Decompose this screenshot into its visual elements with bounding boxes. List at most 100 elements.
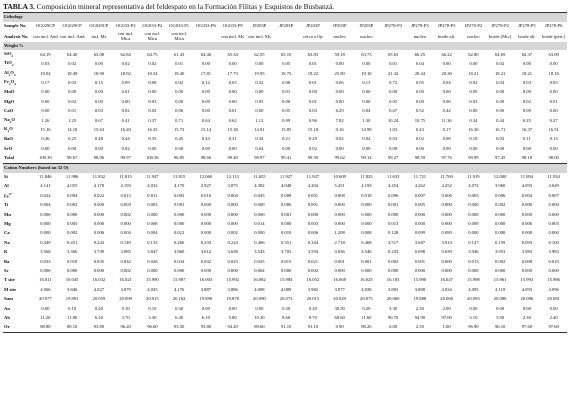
cation-value: 0.10 [148, 305, 157, 311]
oxide-value: 0.01 [68, 108, 77, 114]
cation-value: 3.898 [414, 286, 426, 292]
oxide-value: 0.48 [94, 136, 103, 142]
cation-value: 0.000 [494, 221, 506, 226]
analysis-id: nucleo [360, 33, 373, 39]
cation-value: 89.60 [246, 322, 273, 334]
oxide-value: 0.00 [522, 108, 531, 114]
oxide-value: 0.04 [415, 61, 424, 67]
cation-value: 16.021 [119, 277, 132, 283]
sample-id: JP278-P2 [464, 22, 483, 28]
cation-value: 94.90 [414, 314, 426, 320]
cation-value: 90.70 [387, 314, 399, 320]
oxide-value: 99.14 [353, 153, 380, 165]
cation-value: 0.006 [521, 221, 533, 226]
oxide-value: 15.14 [200, 126, 212, 132]
cation-label: Na [4, 239, 10, 245]
cation-value: 20.060 [386, 296, 400, 302]
analysis-id: nucleo [467, 33, 480, 39]
oxide-value: 0.08 [148, 79, 157, 85]
oxide-value: 0.34 [255, 136, 264, 142]
oxide-label: K2OK2O [4, 126, 13, 133]
oxide-value: 62.55 [254, 51, 265, 57]
oxide-value: 0.03 [308, 108, 317, 114]
cation-value: 97.00 [441, 314, 452, 320]
cation-value: 15.987 [172, 277, 186, 283]
cation-value: 0.099 [414, 230, 426, 236]
cation-value: 0.000 [548, 230, 559, 236]
analysis-id: con incl. And [33, 33, 58, 39]
cation-label: Sum [4, 296, 13, 302]
oxide-value: 59.18 [334, 51, 345, 57]
oxide-value: 16.30 [468, 126, 479, 132]
cation-value: 96.10 [486, 322, 514, 334]
cation-label: Si [4, 174, 8, 180]
oxide-value: 0.00 [41, 145, 50, 151]
cation-value: 11.655 [253, 174, 266, 180]
cation-value: 2.30 [522, 314, 531, 320]
oxide-value: 1.12 [255, 117, 264, 123]
analysis-id: nucleo [333, 33, 346, 39]
cation-value: 6.10 [94, 314, 103, 320]
cation-value: 0.000 [307, 211, 319, 217]
cation-value: 0.035 [93, 258, 105, 264]
cation-value: 4.096 [548, 286, 559, 292]
oxide-row: MgO 0.00 0.02 0.00 0.00 0.03 0.00 0.00 0.00 0.05 0… [3, 97, 567, 106]
oxide-value: 0.00 [415, 145, 424, 151]
cation-value: 3.687 [414, 239, 426, 245]
oxide-value: 0.00 [255, 89, 264, 95]
oxide-row: Al2O3Al2O3 19.04 18.49 18.90 18.92 18.54 18.40… [3, 69, 567, 78]
cation-value: 0.023 [227, 258, 238, 264]
oxide-value: 0.00 [255, 108, 264, 114]
oxide-value: 66.22 [441, 51, 452, 57]
oxide-value: 0.43 [415, 126, 424, 132]
oxide-value: 0.00 [228, 145, 237, 151]
cation-value: 0.002 [307, 267, 319, 273]
cation-value: 2.00 [442, 305, 451, 311]
cation-value: 3.543 [254, 249, 265, 255]
oxide-value: 0.13 [549, 136, 558, 142]
oxide-value: 0.00 [442, 136, 451, 142]
oxide-value: 0.02 [148, 61, 157, 67]
analysis-id: incl. Ms [91, 33, 107, 39]
cation-value: 0.000 [521, 267, 533, 273]
sample-id: JP278-P3 [411, 22, 429, 28]
cation-value: 11.20 [40, 314, 51, 320]
oxide-value: 0.62 [228, 117, 237, 123]
cation-value: 20.080 [493, 296, 507, 302]
oxide-label: SrO [4, 145, 13, 151]
oxide-value: 0.34 [469, 117, 478, 123]
oxide-value: 0.00 [549, 108, 558, 114]
cation-value: 0.000 [227, 221, 238, 226]
oxide-value: 0.00 [335, 98, 344, 104]
cation-value: 16.032 [92, 277, 106, 283]
cation-value: 20.162 [172, 296, 186, 302]
cation-value: 0.000 [227, 211, 238, 217]
oxide-value: 0.00 [496, 108, 505, 114]
cation-value: 0.00 [496, 305, 505, 311]
oxide-value: 0.03 [496, 136, 505, 142]
oxide-value: 0.00 [228, 98, 237, 104]
oxide-value: 99.40 [219, 153, 246, 165]
oxide-value: 0.00 [469, 108, 478, 114]
cation-row: Mn 0.000 0.000 0.000 0.002 0.000 0.000 0.000 0.0… [3, 210, 567, 219]
analysis-id: con incl. And [59, 33, 85, 39]
oxide-value: 0.72 [389, 79, 398, 85]
oxide-value: 64.75 [147, 51, 158, 57]
cation-value: 0.000 [548, 202, 559, 208]
oxide-value: 96.85 [165, 153, 193, 165]
oxide-value: 15.85 [280, 126, 292, 132]
cation-value: 0.013 [468, 258, 479, 264]
cation-value: 0.000 [387, 267, 399, 273]
oxide-value: 0.06 [335, 79, 344, 85]
cation-value: 11.815 [119, 174, 132, 180]
cation-value: 11.832 [92, 174, 106, 180]
cation-value: 0.000 [441, 258, 452, 264]
oxide-value: 16.71 [494, 126, 506, 132]
cation-value: 3.914 [441, 239, 452, 245]
cation-value: 4.072 [468, 183, 479, 189]
cation-numbers-header: Cation Numbers (based on 32 O) [3, 163, 567, 173]
oxide-value: 1.30 [362, 117, 371, 123]
oxide-value: 97.45 [486, 153, 514, 165]
oxide-value: 0.09 [121, 79, 130, 85]
analysis-id: nucleo [413, 33, 426, 39]
